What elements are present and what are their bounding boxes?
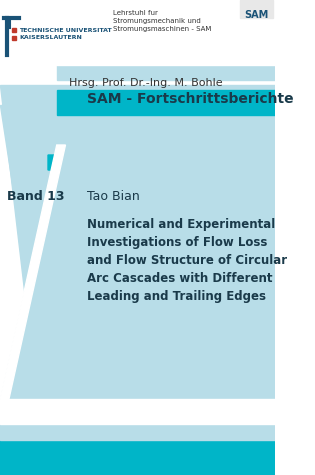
Text: SAM: SAM: [244, 10, 269, 20]
Text: Band 13: Band 13: [7, 190, 65, 203]
Bar: [0, 430, 275, 445]
Polygon shape: [48, 155, 275, 175]
Text: Hrsg. Prof. Dr.-Ing. M. Bohle: Hrsg. Prof. Dr.-Ing. M. Bohle: [69, 78, 223, 88]
Text: SAM - Fortschrittsberichte: SAM - Fortschrittsberichte: [87, 92, 294, 106]
Bar: [0, 445, 275, 475]
Bar: [0, 418, 275, 430]
Polygon shape: [57, 65, 275, 80]
Text: Tao Bian: Tao Bian: [87, 190, 140, 203]
Polygon shape: [0, 85, 275, 418]
Polygon shape: [57, 90, 275, 115]
Bar: [12, 36, 16, 40]
Bar: [0, 0, 275, 65]
Bar: [0, 440, 275, 475]
Bar: [0, 399, 275, 424]
Text: Lehrstuhl fur
Stromungsmechanik und
Stromungsmaschinen - SAM: Lehrstuhl fur Stromungsmechanik und Stro…: [113, 10, 212, 32]
Bar: [240, 0, 273, 18]
Polygon shape: [0, 105, 275, 418]
Bar: [12, 28, 16, 32]
Polygon shape: [0, 145, 66, 400]
Text: Numerical and Experimental
Investigations of Flow Loss
and Flow Structure of Cir: Numerical and Experimental Investigation…: [87, 218, 287, 303]
Polygon shape: [0, 145, 275, 400]
Text: TECHNISCHE UNIVERSITAT
KAISERSLAUTERN: TECHNISCHE UNIVERSITAT KAISERSLAUTERN: [19, 28, 112, 39]
Bar: [0, 425, 275, 440]
